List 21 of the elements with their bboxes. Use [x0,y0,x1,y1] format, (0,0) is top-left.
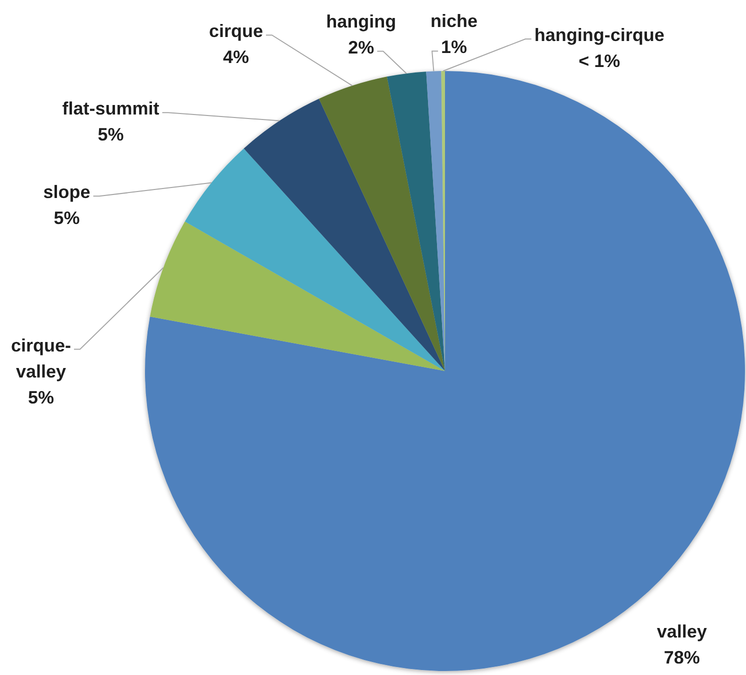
data-label: 2% [348,37,374,58]
slice-label: niche [430,11,478,32]
slice-label: cirque-valley [10,335,72,382]
data-label: 5% [28,387,54,408]
data-label: 4% [222,47,249,68]
data-label: 5% [54,208,80,228]
slice-label: hanging [326,11,396,32]
slice-label: hanging-cirque [534,24,664,45]
pie-slice [150,222,445,371]
pie-slice [386,72,445,371]
data-label: 78% [664,648,700,668]
pie-slice [244,98,445,371]
slice-label: flat-summit [62,98,160,119]
pie-slice [318,76,445,371]
slice-label: valley [656,622,707,642]
pie-slice [184,148,445,371]
slice-label: cirque [208,21,263,42]
slice-label: slope [43,182,90,202]
data-label: 5% [98,124,124,145]
data-label: < 1% [578,50,620,71]
data-label: 1% [441,37,468,58]
